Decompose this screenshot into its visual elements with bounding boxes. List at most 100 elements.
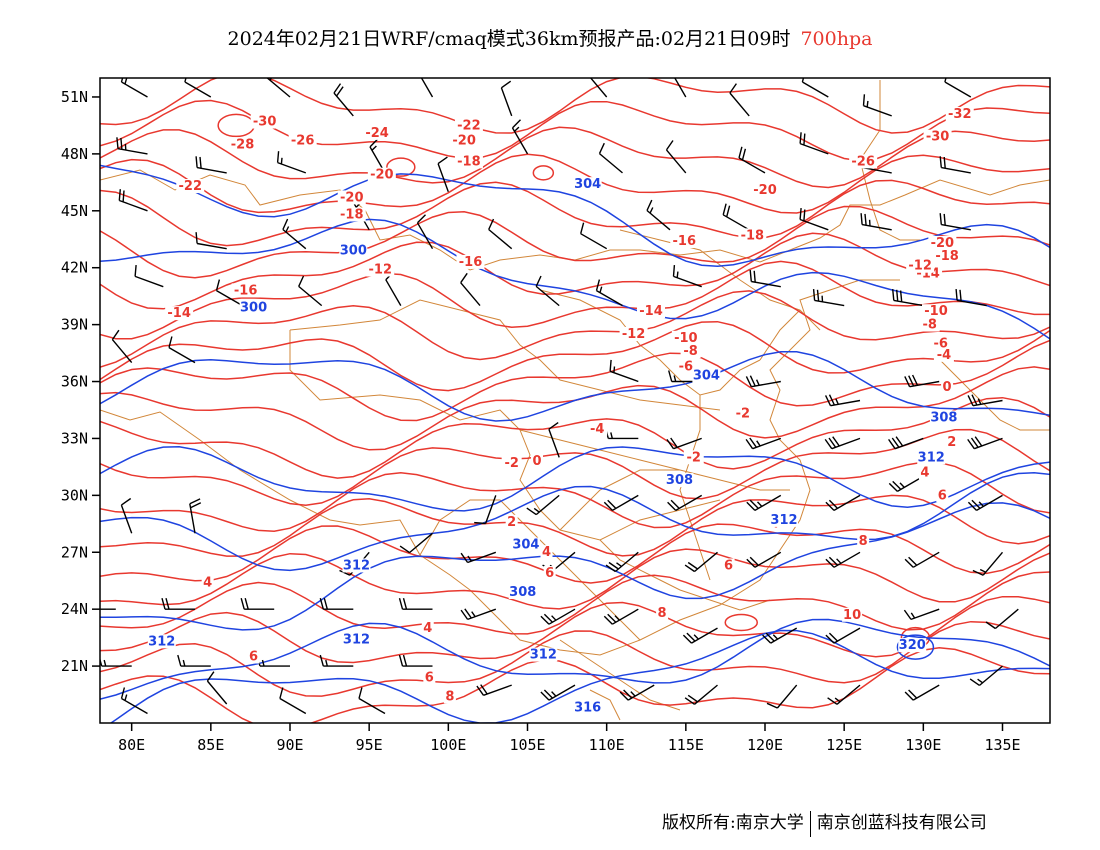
height-label: 308 [666,473,693,488]
copyright-right: 南京创蓝科技有限公司 [816,813,987,833]
label-backdrop [906,258,935,273]
label-backdrop [540,545,553,560]
wind-barb-icon [535,275,560,307]
lon-tick-label: 135E [984,736,1020,754]
lon-tick-label: 105E [509,736,545,754]
wind-barb-icon [437,156,449,193]
wind-barb-icon [215,279,243,307]
wind-barb-icon [206,671,228,705]
wind-barb-icon [240,598,275,610]
wind-barb-icon [749,270,781,288]
wind-barb-icon [580,222,608,250]
wind-barb-icon [120,78,148,98]
wind-barb-icon [116,137,148,155]
wind-barb-icon [969,665,1003,686]
wind-barb-icon [862,94,892,117]
wind-barb-icon [904,551,940,568]
wind-barb-icon [319,598,354,610]
wind-barb-icon [595,279,623,307]
temperature-label: -16 [459,255,483,270]
height-label: 312 [530,648,557,663]
temperature-contour [100,571,1050,635]
wind-barb-icon [972,551,1004,576]
wind-barb-icon [827,684,861,705]
temperature-label: -30 [926,130,950,145]
wind-barb-icon [939,156,971,174]
wind-barb-icon [738,146,766,174]
lat-tick-label: 48N [61,145,88,163]
label-backdrop [670,234,699,249]
temperature-label: -18 [457,154,481,169]
wind-barb-icon [812,289,845,307]
label-backdrop [919,317,940,332]
temperature-cell [724,613,758,632]
temperature-label: 4 [542,545,551,560]
wind-barb-icon [476,684,512,696]
label-backdrop [529,647,558,662]
wind-barb-icon [619,684,655,701]
temperature-label: -20 [452,134,476,149]
label-backdrop [933,249,962,264]
label-backdrop [339,243,368,258]
wind-barb-icon [416,214,434,250]
temperature-label: -14 [167,306,191,321]
temperature-labels: -30-28 -26-24-22-22-20-20-20-18-18-16-16-… [165,106,974,704]
wind-barb-icon [266,78,291,98]
temperature-contour [100,320,1050,392]
label-backdrop [366,262,395,277]
temperature-contour [100,396,1050,479]
label-backdrop [680,344,701,359]
temperature-contour [100,205,1050,279]
lat-tick-label: 27N [61,543,88,561]
label-backdrop [587,421,608,436]
temperature-label: 8 [658,606,667,621]
lon-tick-label: 125E [826,736,862,754]
wind-barb-icon [589,78,608,98]
temperature-contour [100,595,1050,664]
wind-barb-icon [604,427,639,440]
label-backdrop [342,632,371,647]
wind-barb-icon [603,608,639,625]
label-backdrop [239,300,268,315]
temperature-contour [100,620,1050,697]
wind-barb-icon [766,684,798,709]
temperature-label: -12 [908,259,932,274]
wind-barb-icon [745,437,782,450]
label-backdrop [675,359,696,374]
temperature-label: -22 [179,179,203,194]
lat-tick-label: 21N [61,657,88,675]
wind-barb-icon [256,654,290,667]
height-label: 312 [343,632,370,647]
temperature-label: -6 [679,359,693,374]
label-backdrop [945,106,974,121]
temperature-cell [217,113,255,138]
copyright-footer: 版权所有:南京大学 南京创蓝科技有限公司 [662,808,987,837]
wind-barb-icon [540,684,576,701]
temperature-contour [100,339,1050,422]
temperature-label: -18 [935,249,959,264]
temperature-label: -10 [924,304,948,319]
temperature-label: -2 [504,456,518,471]
label-backdrop [288,133,317,148]
label-backdrop [933,347,954,362]
lon-tick-label: 90E [276,736,303,754]
wind-barb-icon [134,265,164,288]
label-backdrop [732,406,753,421]
wind-barb-icon [745,375,781,388]
label-backdrop [923,129,952,144]
label-backdrop [201,575,214,590]
temperature-contour [100,366,1050,451]
label-backdrop [342,558,371,573]
label-backdrop [941,380,954,395]
wind-barb-icon [460,551,497,564]
temperature-label: -22 [457,118,481,133]
wind-barb-icon [684,551,718,573]
label-backdrop [147,634,176,649]
wind-barb-icon [888,436,924,450]
wind-barb-icon [399,532,433,554]
label-backdrop [928,235,957,250]
temperature-contour [100,179,1050,247]
temperature-label: -6 [934,336,948,351]
wind-barb-icon [333,83,354,117]
wind-barb-icon [666,437,702,450]
